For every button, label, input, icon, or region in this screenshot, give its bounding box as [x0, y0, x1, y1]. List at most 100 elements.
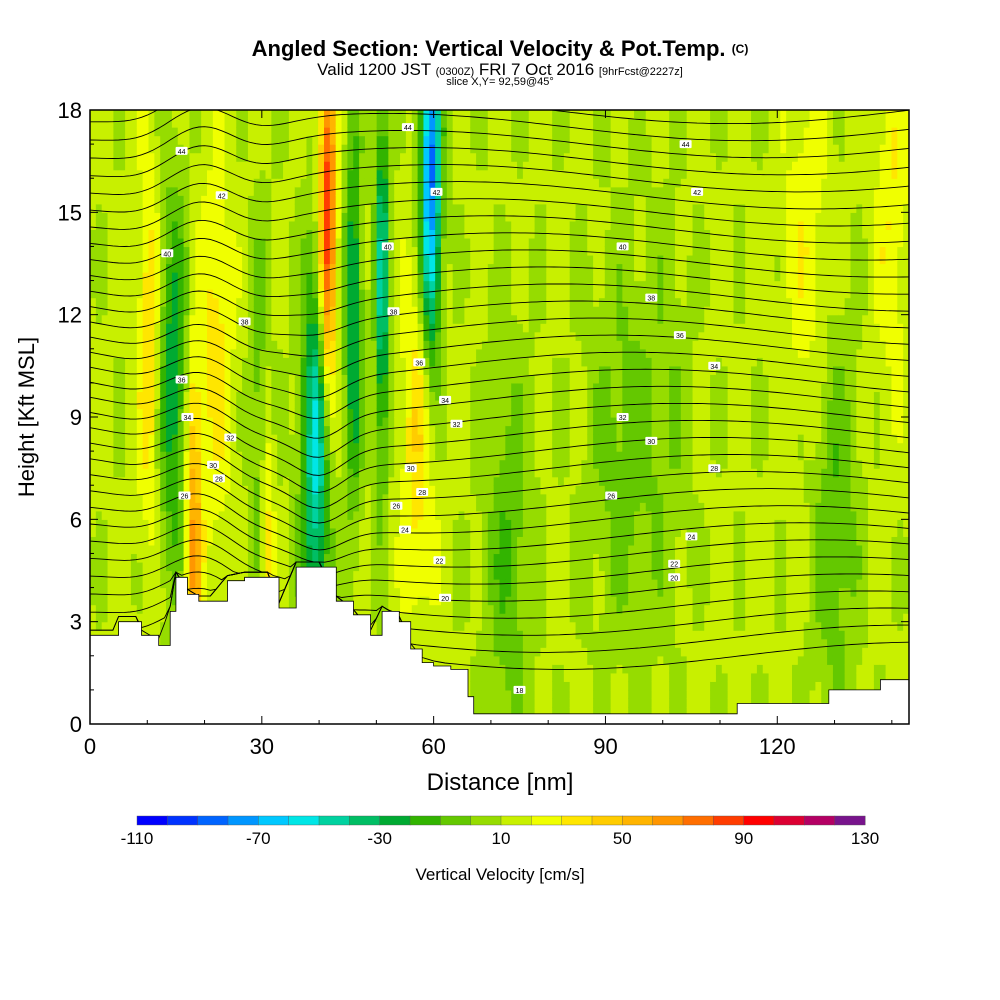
velocity-cell: [271, 417, 278, 427]
velocity-cell: [400, 502, 407, 512]
velocity-cell: [265, 203, 272, 213]
velocity-cell: [224, 289, 231, 299]
velocity-cell: [329, 127, 337, 137]
velocity-cell: [306, 459, 313, 469]
velocity-cell: [324, 374, 331, 384]
velocity-cell: [125, 314, 132, 324]
velocity-cell: [224, 127, 231, 137]
velocity-cell: [171, 544, 179, 555]
velocity-cell: [288, 135, 296, 145]
velocity-cell: [353, 544, 360, 555]
velocity-cell: [435, 297, 442, 307]
velocity-cell: [376, 357, 384, 367]
velocity-cell: [154, 323, 161, 333]
velocity-cell: [90, 186, 97, 196]
velocity-cell: [452, 263, 460, 273]
velocity-cell: [136, 237, 144, 248]
velocity-cell: [154, 195, 161, 205]
velocity-cell: [435, 544, 442, 555]
velocity-cell: [481, 186, 489, 196]
velocity-cell: [90, 570, 97, 580]
velocity-cell: [277, 280, 284, 290]
velocity-cell: [218, 135, 226, 145]
velocity-cell: [452, 348, 460, 358]
velocity-cell: [429, 135, 436, 145]
velocity-cell: [288, 459, 296, 469]
velocity-cell: [195, 323, 202, 333]
velocity-cell: [394, 570, 401, 580]
velocity-cell: [154, 613, 161, 623]
velocity-cell: [230, 382, 237, 393]
velocity-cell: [452, 203, 460, 213]
velocity-cell: [400, 212, 407, 222]
velocity-cell: [148, 272, 155, 282]
velocity-cell: [364, 417, 372, 427]
velocity-cell: [195, 110, 202, 120]
velocity-cell: [107, 485, 114, 495]
velocity-cell: [370, 425, 378, 435]
velocity-cell: [154, 110, 161, 120]
velocity-cell: [435, 331, 442, 341]
velocity-cell: [306, 391, 313, 401]
velocity-cell: [171, 408, 179, 418]
velocity-cell: [259, 408, 267, 418]
velocity-cell: [423, 391, 430, 401]
velocity-cell: [364, 348, 372, 358]
velocity-cell: [306, 476, 313, 486]
velocity-cell: [306, 246, 313, 256]
velocity-cell: [470, 365, 477, 375]
velocity-cell: [476, 212, 483, 222]
velocity-cell: [417, 425, 425, 435]
velocity-cell: [247, 399, 255, 410]
velocity-cell: [417, 254, 425, 265]
velocity-cell: [189, 178, 196, 188]
velocity-cell: [265, 212, 272, 222]
velocity-cell: [101, 468, 109, 478]
velocity-cell: [470, 468, 477, 478]
velocity-cell: [136, 374, 144, 384]
velocity-cell: [95, 365, 103, 375]
velocity-cell: [195, 220, 202, 230]
velocity-cell: [259, 152, 267, 162]
velocity-cell: [300, 561, 308, 572]
velocity-cell: [195, 340, 202, 350]
velocity-cell: [247, 212, 255, 222]
velocity-cell: [195, 246, 202, 256]
velocity-cell: [207, 442, 214, 452]
velocity-cell: [288, 152, 296, 162]
velocity-cell: [476, 468, 483, 478]
velocity-cell: [253, 118, 261, 128]
velocity-cell: [481, 570, 489, 580]
velocity-cell: [294, 382, 302, 393]
velocity-cell: [236, 357, 243, 367]
velocity-cell: [464, 365, 471, 375]
velocity-cell: [382, 220, 389, 230]
velocity-cell: [324, 195, 331, 205]
velocity-cell: [400, 263, 407, 273]
velocity-cell: [136, 561, 144, 572]
velocity-cell: [294, 536, 302, 546]
velocity-cell: [142, 169, 150, 179]
velocity-cell: [166, 553, 173, 563]
velocity-cell: [411, 152, 419, 162]
velocity-cell: [458, 451, 465, 461]
velocity-cell: [376, 152, 384, 162]
velocity-cell: [423, 246, 430, 256]
velocity-cell: [247, 408, 255, 418]
velocity-cell: [294, 331, 302, 341]
velocity-cell: [171, 579, 179, 589]
velocity-cell: [411, 220, 419, 230]
velocity-cell: [207, 391, 214, 401]
velocity-cell: [294, 289, 302, 299]
velocity-cell: [423, 331, 430, 341]
velocity-cell: [236, 246, 243, 256]
velocity-cell: [90, 561, 97, 572]
velocity-cell: [95, 169, 103, 179]
velocity-cell: [160, 442, 167, 452]
velocity-cell: [95, 161, 103, 171]
velocity-cell: [441, 408, 448, 418]
velocity-cell: [370, 417, 378, 427]
velocity-cell: [154, 272, 161, 282]
velocity-cell: [242, 493, 249, 503]
velocity-cell: [177, 237, 185, 248]
